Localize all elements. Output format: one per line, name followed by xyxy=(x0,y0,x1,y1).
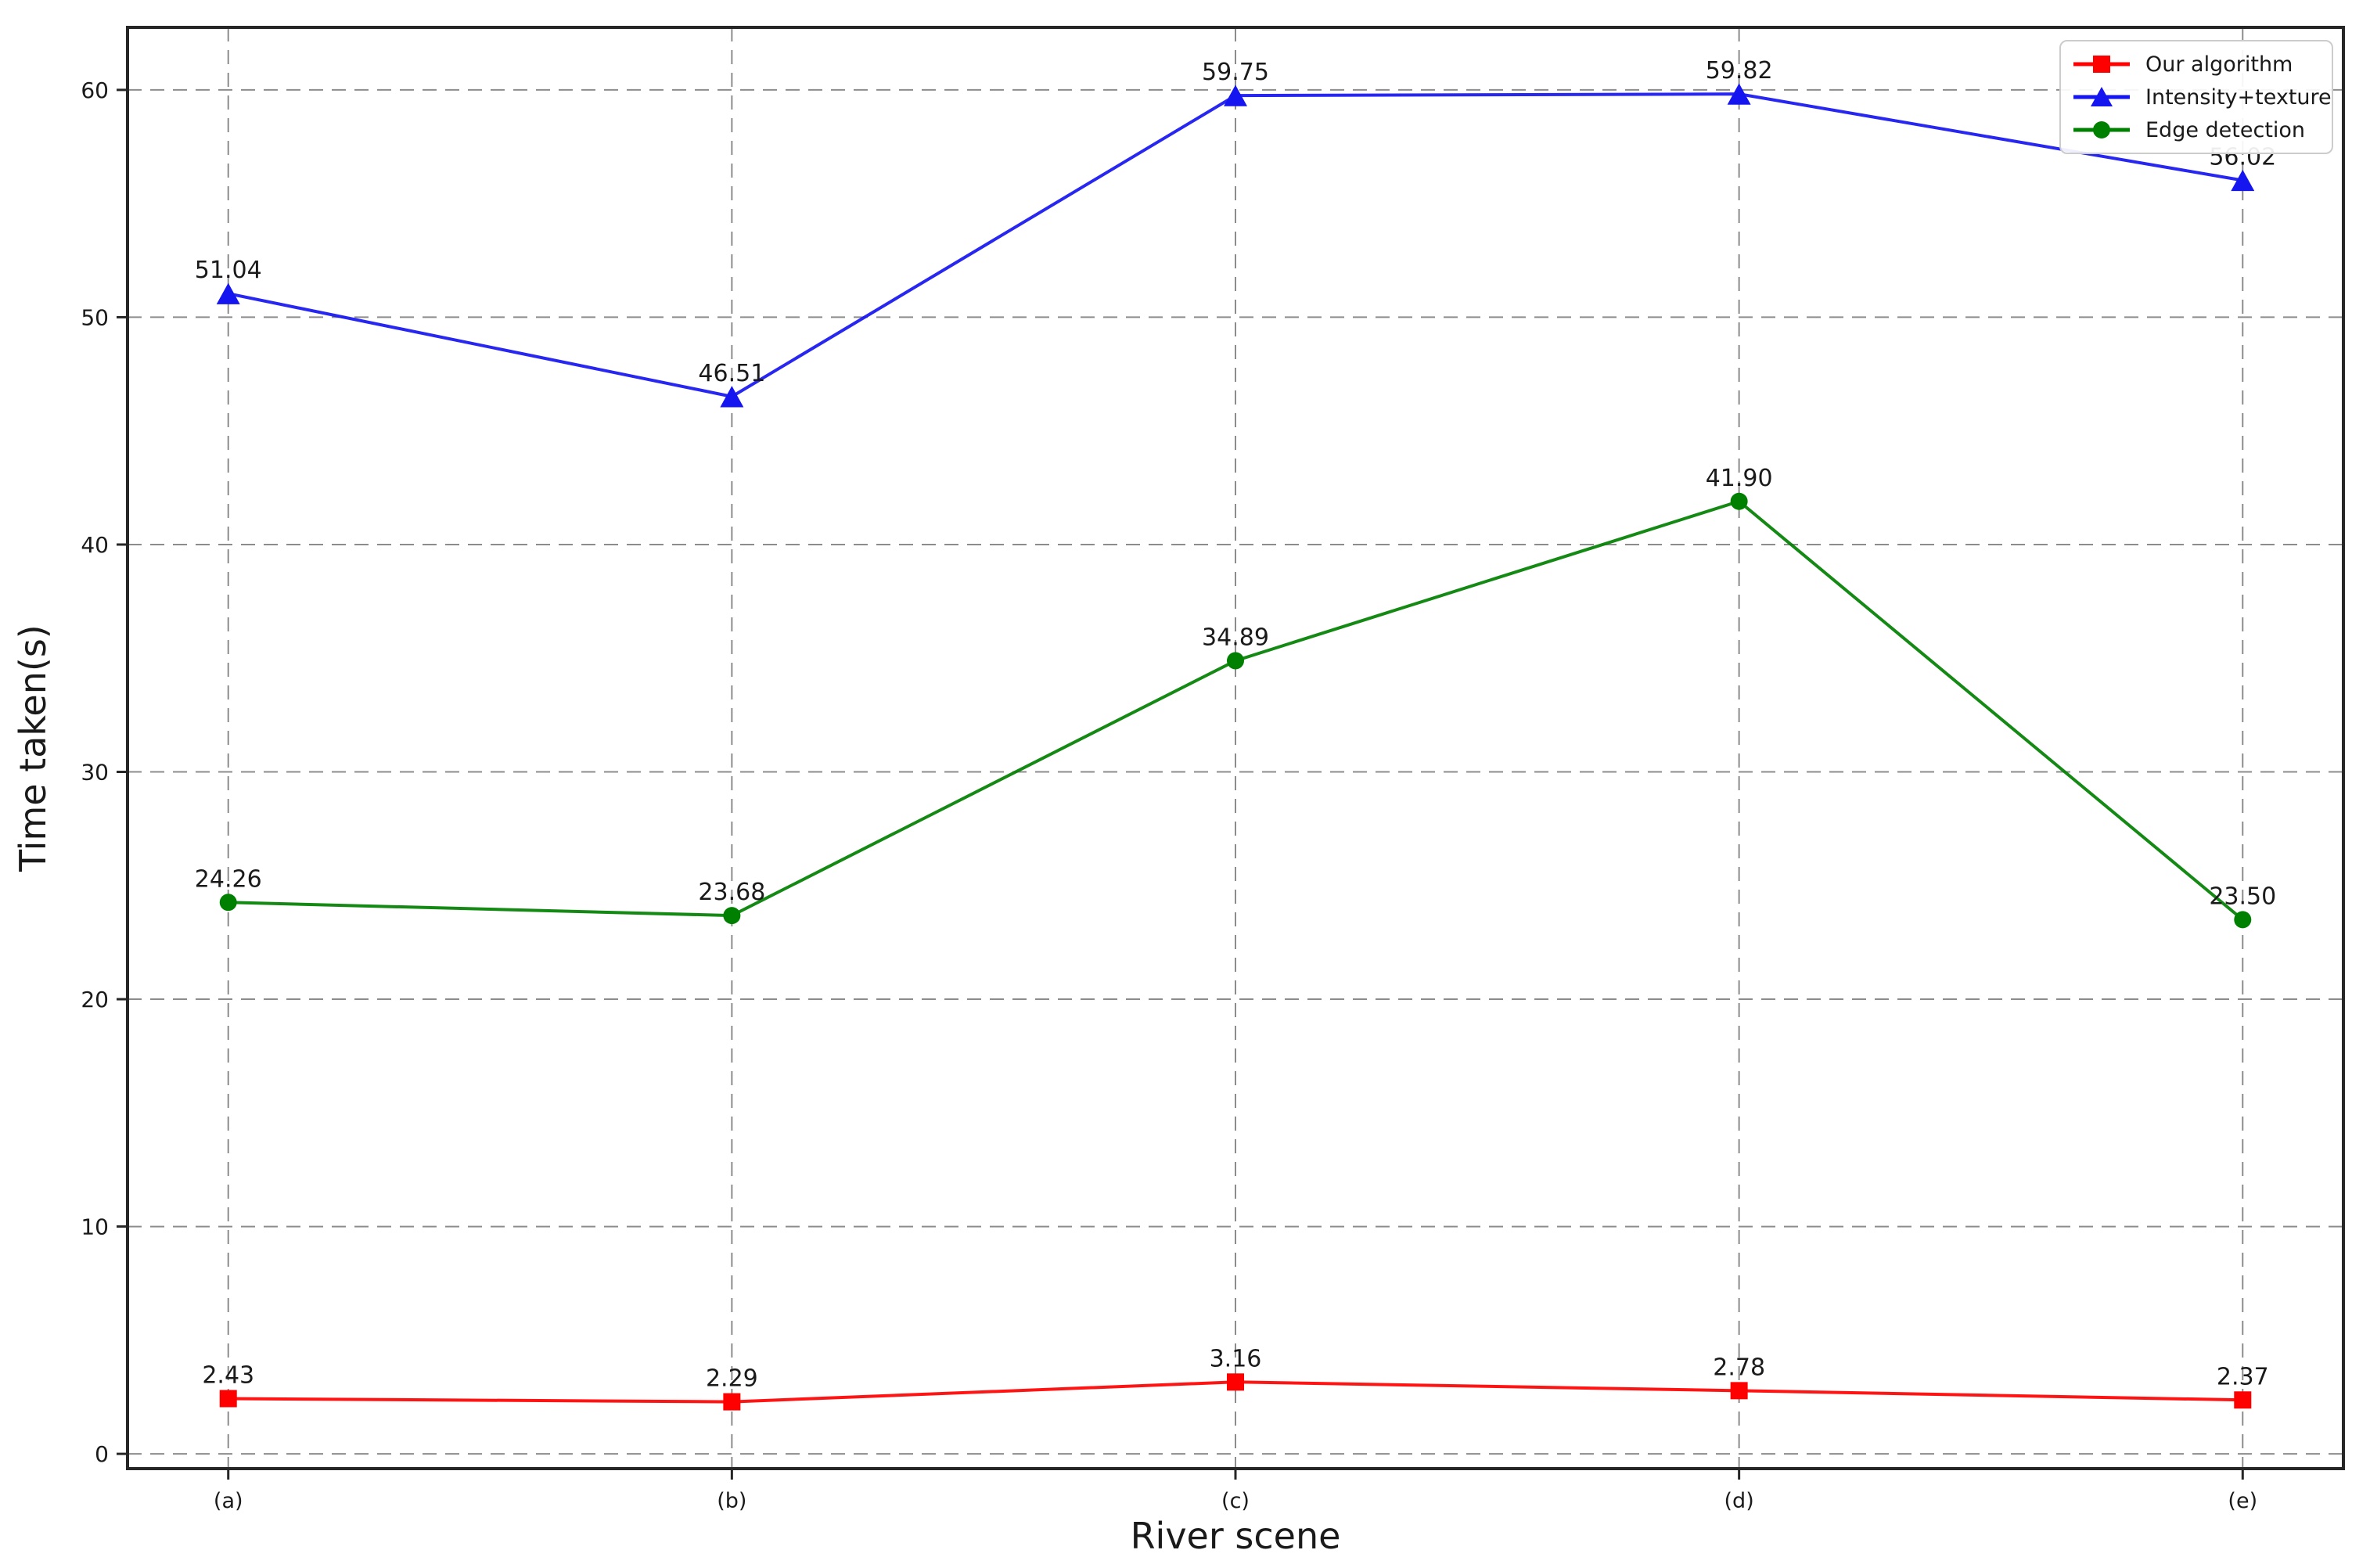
legend-label: Edge detection xyxy=(2145,117,2306,142)
data-point-label: 34.89 xyxy=(1202,624,1269,651)
data-point-label: 59.82 xyxy=(1706,57,1773,85)
data-point-label: 23.50 xyxy=(2209,883,2276,910)
legend: Our algorithm Intensity+texture Edge det… xyxy=(2059,40,2333,154)
y-axis-label: Time taken(s) xyxy=(12,624,54,872)
data-point-marker xyxy=(723,907,741,925)
data-point-label: 2.29 xyxy=(706,1365,758,1393)
legend-label: Intensity+texture xyxy=(2145,85,2332,110)
x-tick-label: (b) xyxy=(717,1489,746,1513)
x-tick-label: (d) xyxy=(1724,1489,1754,1513)
square-marker-icon xyxy=(2093,56,2110,73)
data-point-marker xyxy=(216,282,240,304)
data-point-label: 2.43 xyxy=(202,1362,254,1390)
legend-item-edge-detection[interactable]: Edge detection xyxy=(2070,113,2322,146)
data-point-marker xyxy=(1227,1373,1244,1391)
data-point-label: 51.04 xyxy=(195,257,262,284)
data-point-label: 46.51 xyxy=(698,360,765,387)
legend-label: Our algorithm xyxy=(2145,52,2293,77)
x-tick-label: (c) xyxy=(1221,1489,1250,1513)
data-point-marker xyxy=(723,1393,741,1411)
legend-sample-line-square-icon xyxy=(2073,56,2130,73)
data-point-marker xyxy=(1730,1382,1748,1400)
y-tick-label: 60 xyxy=(81,77,109,103)
data-point-marker xyxy=(720,386,744,408)
y-tick-label: 0 xyxy=(95,1441,109,1467)
data-point-label: 3.16 xyxy=(1210,1345,1262,1372)
data-point-marker xyxy=(219,1390,237,1408)
x-axis-label: River scene xyxy=(1130,1515,1341,1557)
legend-item-intensity-texture[interactable]: Intensity+texture xyxy=(2070,81,2332,113)
triangle-up-marker-icon xyxy=(2091,87,2113,106)
legend-item-our-algorithm[interactable]: Our algorithm xyxy=(2070,48,2322,81)
circle-marker-icon xyxy=(2093,121,2110,138)
y-tick-label: 50 xyxy=(81,304,109,330)
data-point-marker xyxy=(219,894,237,912)
legend-sample-line-triangle-icon xyxy=(2073,87,2130,106)
data-point-marker xyxy=(1224,85,1247,106)
y-tick-label: 40 xyxy=(81,532,109,558)
y-tick-label: 10 xyxy=(81,1214,109,1240)
data-point-label: 41.90 xyxy=(1706,465,1773,492)
data-point-label: 59.75 xyxy=(1202,59,1269,86)
data-point-label: 23.68 xyxy=(698,879,765,906)
data-point-marker xyxy=(1727,83,1751,105)
y-tick-label: 20 xyxy=(81,987,109,1012)
data-point-label: 2.37 xyxy=(2217,1363,2269,1390)
data-point-marker xyxy=(2231,169,2255,192)
data-point-marker xyxy=(1730,492,1748,510)
x-tick-label: (e) xyxy=(2228,1489,2257,1513)
data-point-marker xyxy=(2234,911,2252,929)
data-point-label: 2.78 xyxy=(1713,1354,1765,1381)
legend-sample-line-circle-icon xyxy=(2073,121,2130,138)
data-point-marker xyxy=(2234,1391,2252,1409)
y-tick-label: 30 xyxy=(81,760,109,786)
data-point-marker xyxy=(1227,652,1244,670)
data-point-label: 24.26 xyxy=(195,865,262,893)
x-tick-label: (a) xyxy=(214,1489,243,1513)
